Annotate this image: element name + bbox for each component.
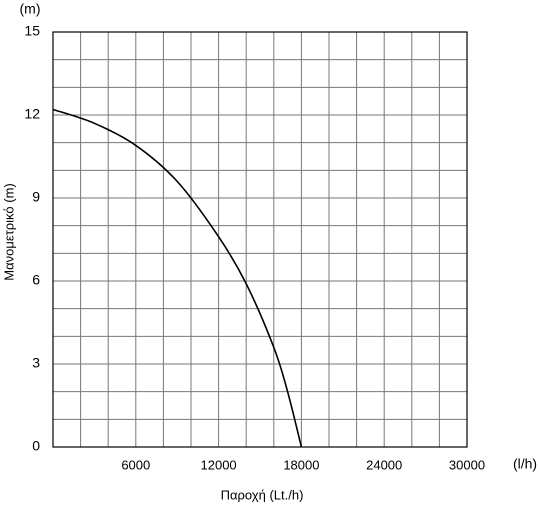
curve: [52, 108, 303, 448]
x-tick-label: 30000: [449, 457, 485, 472]
x-tick-label: 6000: [121, 457, 150, 472]
y-tick-label: 6: [32, 272, 40, 288]
y-tick-label: 15: [24, 23, 40, 39]
x-tick-label: 24000: [366, 457, 402, 472]
y-tick-label: 0: [32, 438, 40, 454]
y-axis-label: Μανομετρικό (m): [1, 183, 16, 280]
x-tick-label: 18000: [283, 457, 319, 472]
y-tick-label: 12: [24, 106, 40, 122]
y-unit: (m): [20, 1, 41, 17]
x-axis-label: Παροχή (Lt./h): [221, 487, 304, 502]
y-tick-label: 9: [32, 189, 40, 205]
x-tick-label: 12000: [201, 457, 237, 472]
y-tick-label: 3: [32, 355, 40, 371]
plot-frame: [52, 31, 468, 448]
x-unit: (l/h): [513, 456, 537, 472]
